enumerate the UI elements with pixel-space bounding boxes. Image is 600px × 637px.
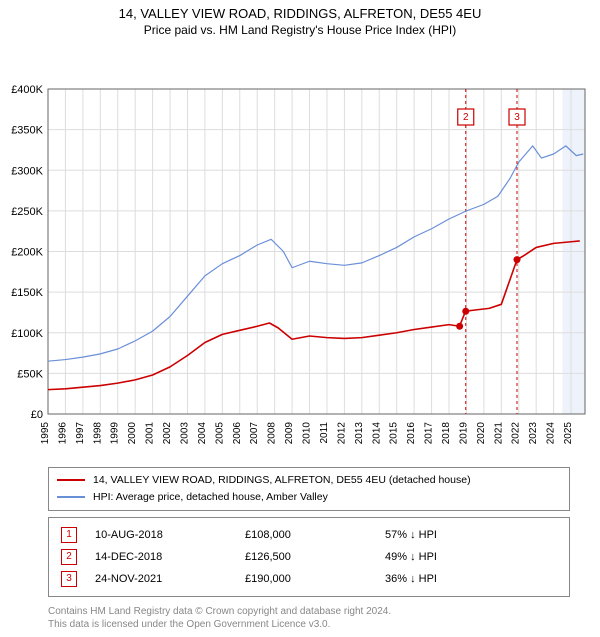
svg-text:2002: 2002 <box>162 422 173 445</box>
svg-text:2011: 2011 <box>319 422 330 444</box>
sale-row: 1 10-AUG-2018£108,00057% ↓ HPI <box>57 524 561 546</box>
svg-text:£200K: £200K <box>11 247 43 259</box>
svg-text:1999: 1999 <box>110 422 121 445</box>
sales-table: 1 10-AUG-2018£108,00057% ↓ HPI 2 14-DEC-201… <box>48 517 570 597</box>
sale-date: 24-NOV-2021 <box>91 568 241 590</box>
svg-text:1998: 1998 <box>92 422 103 445</box>
legend: 14, VALLEY VIEW ROAD, RIDDINGS, ALFRETON… <box>48 467 570 511</box>
svg-text:2003: 2003 <box>179 422 190 445</box>
svg-text:2015: 2015 <box>389 422 400 445</box>
svg-text:1997: 1997 <box>75 422 86 445</box>
legend-label: 14, VALLEY VIEW ROAD, RIDDINGS, ALFRETON… <box>93 472 471 489</box>
attribution-footer: Contains HM Land Registry data © Crown c… <box>48 605 570 631</box>
svg-text:£0: £0 <box>31 409 43 421</box>
svg-text:2005: 2005 <box>214 422 225 445</box>
svg-text:2013: 2013 <box>354 422 365 445</box>
svg-text:2025: 2025 <box>563 422 574 445</box>
svg-text:2001: 2001 <box>145 422 156 445</box>
price-chart: £0 £50K £100K £150K £200K £250K £300K £350K £400… <box>0 39 600 459</box>
legend-row: HPI: Average price, detached house, Ambe… <box>57 489 561 506</box>
legend-label: HPI: Average price, detached house, Ambe… <box>93 489 328 506</box>
sale-price: £108,000 <box>241 524 381 546</box>
sale-row: 2 14-DEC-2018£126,50049% ↓ HPI <box>57 546 561 568</box>
sale-marker-number: 1 <box>61 527 77 543</box>
svg-text:2007: 2007 <box>249 422 260 445</box>
sale-hpi-diff: 49% ↓ HPI <box>381 546 561 568</box>
svg-text:2012: 2012 <box>336 422 347 445</box>
sale-hpi-diff: 57% ↓ HPI <box>381 524 561 546</box>
chart-title: 14, VALLEY VIEW ROAD, RIDDINGS, ALFRETON… <box>0 6 600 21</box>
svg-text:£50K: £50K <box>17 368 43 380</box>
sale-price: £190,000 <box>241 568 381 590</box>
sale-marker-number: 3 <box>61 571 77 587</box>
sale-row: 3 24-NOV-2021£190,00036% ↓ HPI <box>57 568 561 590</box>
sale-marker-number: 2 <box>61 549 77 565</box>
svg-text:£150K: £150K <box>11 287 43 299</box>
sale-date: 10-AUG-2018 <box>91 524 241 546</box>
footer-line1: Contains HM Land Registry data © Crown c… <box>48 605 570 618</box>
svg-text:2018: 2018 <box>441 422 452 445</box>
svg-text:2014: 2014 <box>371 422 382 445</box>
svg-text:2006: 2006 <box>232 422 243 445</box>
svg-text:2024: 2024 <box>546 422 557 445</box>
svg-text:£400K: £400K <box>11 84 43 96</box>
svg-text:£250K: £250K <box>11 206 43 218</box>
svg-text:2008: 2008 <box>267 422 278 445</box>
svg-text:2023: 2023 <box>528 422 539 445</box>
svg-text:2016: 2016 <box>406 422 417 445</box>
svg-text:2: 2 <box>463 112 469 123</box>
svg-text:2000: 2000 <box>127 422 138 445</box>
chart-container: 14, VALLEY VIEW ROAD, RIDDINGS, ALFRETON… <box>0 0 600 631</box>
svg-text:2009: 2009 <box>284 422 295 445</box>
svg-text:£300K: £300K <box>11 165 43 177</box>
svg-text:£350K: £350K <box>11 125 43 137</box>
svg-text:2004: 2004 <box>197 422 208 445</box>
chart-area: £0 £50K £100K £150K £200K £250K £300K £350K £400… <box>0 39 600 459</box>
legend-swatch <box>57 496 85 498</box>
svg-text:2022: 2022 <box>511 422 522 445</box>
svg-text:2010: 2010 <box>302 422 313 445</box>
svg-text:2017: 2017 <box>424 422 435 445</box>
svg-text:1996: 1996 <box>57 422 68 445</box>
svg-text:2019: 2019 <box>458 422 469 445</box>
legend-row: 14, VALLEY VIEW ROAD, RIDDINGS, ALFRETON… <box>57 472 561 489</box>
chart-subtitle: Price paid vs. HM Land Registry's House … <box>0 23 600 37</box>
sale-hpi-diff: 36% ↓ HPI <box>381 568 561 590</box>
svg-text:1995: 1995 <box>40 422 51 445</box>
legend-swatch <box>57 479 85 481</box>
svg-text:£100K: £100K <box>11 328 43 340</box>
sale-date: 14-DEC-2018 <box>91 546 241 568</box>
title-block: 14, VALLEY VIEW ROAD, RIDDINGS, ALFRETON… <box>0 0 600 39</box>
svg-text:2021: 2021 <box>493 422 504 445</box>
sale-price: £126,500 <box>241 546 381 568</box>
footer-line2: This data is licensed under the Open Gov… <box>48 618 570 631</box>
svg-text:2020: 2020 <box>476 422 487 445</box>
svg-text:3: 3 <box>514 112 520 123</box>
